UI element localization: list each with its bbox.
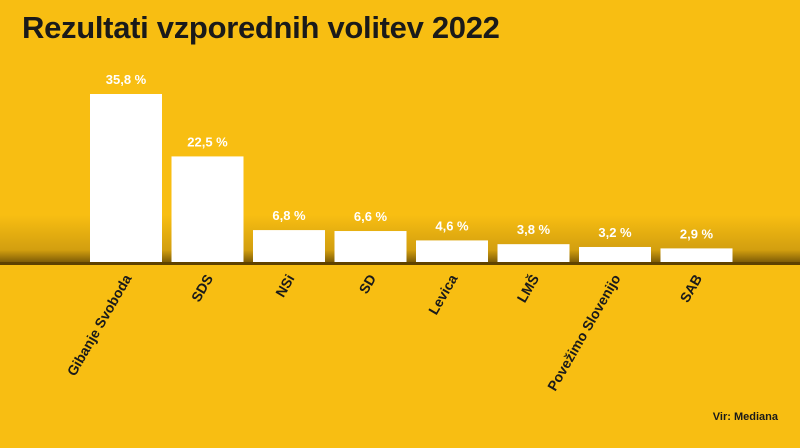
data-label-7: 2,9 % [680,226,714,241]
category-label-2: NSi [272,272,298,300]
bar-3 [334,231,407,262]
category-label-3: SD [356,272,380,297]
category-label-4: Levica [425,271,461,317]
bar-2 [253,230,325,262]
bar-6 [579,246,651,262]
category-label-1: SDS [188,272,216,305]
bar-4 [416,240,488,262]
bar-7 [660,248,733,262]
data-label-1: 22,5 % [187,134,228,149]
baseline [0,262,800,265]
bar-0 [90,94,162,262]
category-label-0: Gibanje Svoboda [64,271,135,378]
category-label-7: SAB [676,272,705,306]
data-label-3: 6,6 % [354,209,388,224]
chart-title: Rezultati vzporednih volitev 2022 [22,10,500,45]
category-label-6: Povežimo Slovenijo [544,272,624,394]
data-label-5: 3,8 % [517,222,551,237]
data-label-6: 3,2 % [598,225,632,240]
source-note: Vir: Mediana [712,411,778,423]
bar-5 [497,244,570,262]
data-label-2: 6,8 % [272,208,306,223]
bar-1 [171,156,244,262]
data-label-4: 4,6 % [435,218,469,233]
category-label-5: LMŠ [513,271,543,305]
data-label-0: 35,8 % [106,72,147,87]
